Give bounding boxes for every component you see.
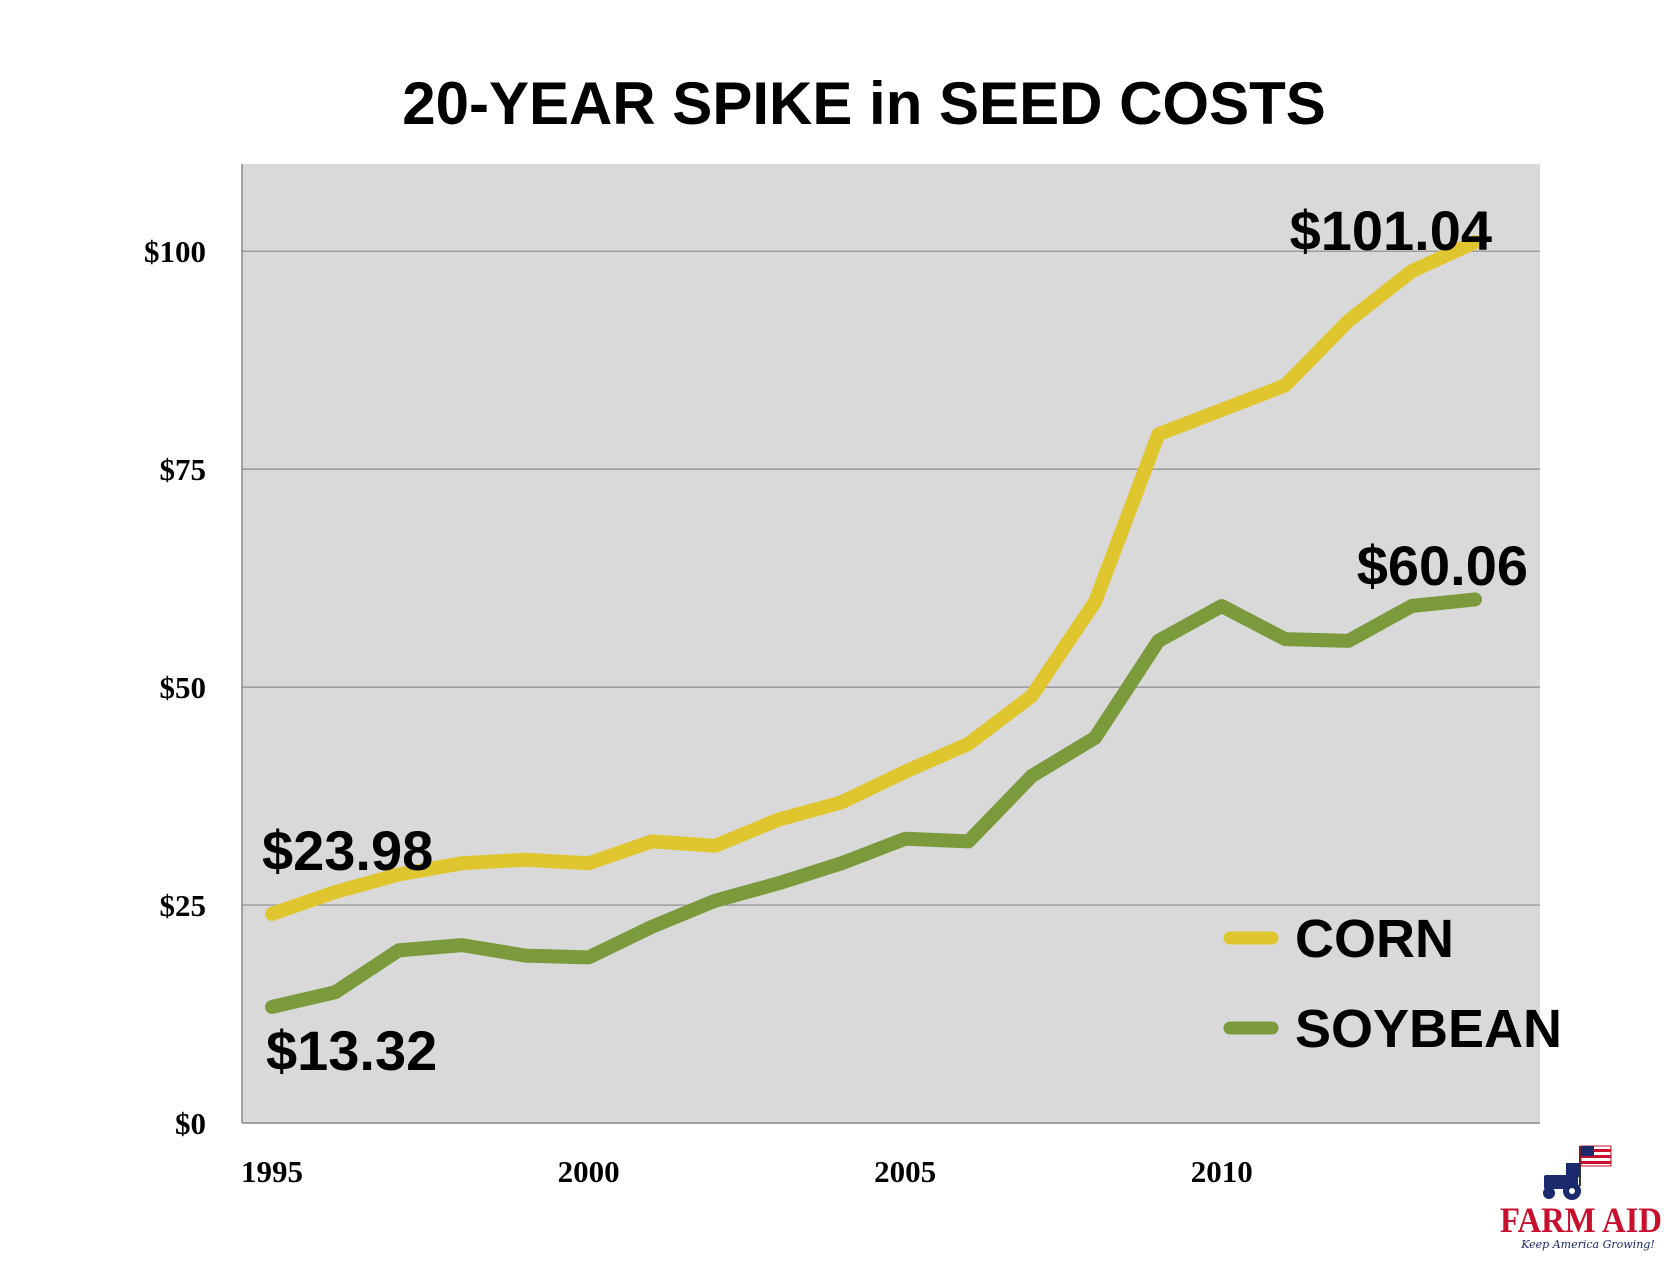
legend-label-corn: CORN [1295, 909, 1454, 969]
gridlines [242, 250, 1540, 906]
soybean-start-label: $13.32 [266, 1019, 437, 1082]
x-axis-ticks: 1995 2000 2005 2010 [241, 1154, 1253, 1189]
chart-title: 20-YEAR SPIKE in SEED COSTS [402, 70, 1326, 137]
flag-icon [1579, 1145, 1612, 1186]
logo-name: FARM AID [1500, 1200, 1662, 1240]
tractor-icon [1543, 1163, 1581, 1200]
y-tick-label-4: $100 [144, 234, 206, 269]
x-tick-label-0: 1995 [241, 1154, 303, 1189]
corn-start-label: $23.98 [262, 819, 433, 882]
soybean-end-label: $60.06 [1357, 534, 1528, 597]
x-tick-label-1: 2000 [558, 1154, 620, 1189]
x-tick-label-2: 2005 [874, 1154, 936, 1189]
y-tick-label-3: $75 [160, 452, 207, 487]
series-line-soybean [265, 592, 1482, 1014]
legend-label-soybean: SOYBEAN [1295, 999, 1562, 1059]
legend: CORN SOYBEAN [1223, 909, 1562, 1059]
y-tick-label-0: $0 [175, 1106, 206, 1141]
series-lines [265, 235, 1482, 1014]
corn-end-label: $101.04 [1290, 199, 1492, 262]
y-axis-ticks: $0 $25 $50 $75 $100 [144, 234, 206, 1141]
farm-aid-logo: FARM AID Keep America Growing! [1500, 1145, 1662, 1251]
logo-tagline: Keep America Growing! [1520, 1238, 1655, 1251]
y-tick-label-1: $25 [160, 888, 207, 923]
x-tick-label-3: 2010 [1191, 1154, 1253, 1189]
y-tick-label-2: $50 [160, 670, 207, 705]
series-line-corn [265, 235, 1482, 921]
